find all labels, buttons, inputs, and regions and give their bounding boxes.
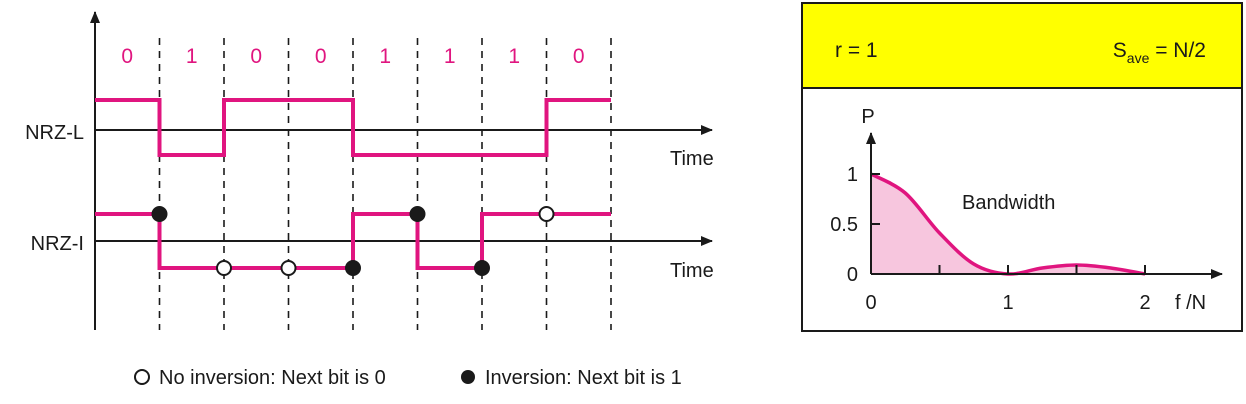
spectrum-area xyxy=(871,174,1145,275)
nrz-l-signal xyxy=(95,98,611,157)
spectrum-panel: r = 1 Save = N/2 0 1 2 0 0.5 1 P f /N Bandwid… xyxy=(801,2,1243,332)
waveform-diagram: 0 1 0 0 1 1 1 0 NRZ-L Time NRZ-I Time xyxy=(25,11,714,330)
no-inversion-marker xyxy=(538,206,555,222)
inversion-marker xyxy=(345,260,361,276)
legend-inversion: Inversion: Next bit is 1 xyxy=(485,367,682,389)
nrz-l-label: NRZ-L xyxy=(25,122,84,144)
nrz-l-time-label: Time xyxy=(670,148,714,170)
average-signal-label: Save = N/2 xyxy=(1113,39,1206,66)
nrz-i-signal xyxy=(95,212,611,270)
power-axis-label: P xyxy=(861,106,874,128)
inversion-marker xyxy=(409,206,426,222)
nrz-i-markers xyxy=(151,206,555,276)
bit-label: 1 xyxy=(444,45,456,68)
bit-label: 1 xyxy=(186,45,198,68)
frequency-axis-label: f /N xyxy=(1175,292,1206,314)
bit-label: 0 xyxy=(573,45,585,68)
bit-dividers xyxy=(158,38,612,330)
x-tick-label: 0 xyxy=(865,292,876,314)
inversion-legend-icon xyxy=(461,370,475,384)
nrz-i-label: NRZ-I xyxy=(31,233,84,255)
nrz-i-time-label: Time xyxy=(670,260,714,282)
rate-label: r = 1 xyxy=(835,39,878,62)
bit-labels: 0 1 0 0 1 1 1 0 xyxy=(121,45,584,68)
spectrum-ticks: 0 1 2 0 0.5 1 xyxy=(830,164,1150,314)
bit-label: 1 xyxy=(379,45,391,68)
legend: No inversion: Next bit is 0 Inversion: N… xyxy=(134,367,682,389)
y-tick-label: 1 xyxy=(847,164,858,186)
inversion-marker xyxy=(151,206,168,222)
bit-label: 0 xyxy=(315,45,327,68)
y-tick-label: 0 xyxy=(847,264,858,286)
bandwidth-label: Bandwidth xyxy=(962,192,1055,214)
no-inversion-legend-icon xyxy=(134,369,150,385)
no-inversion-marker xyxy=(216,260,232,276)
x-tick-label: 2 xyxy=(1139,292,1150,314)
y-tick-label: 0.5 xyxy=(830,214,858,236)
panel-header xyxy=(801,2,1243,89)
bit-label: 1 xyxy=(508,45,520,68)
bit-label: 0 xyxy=(250,45,262,68)
no-inversion-marker xyxy=(280,260,297,276)
legend-no-inversion: No inversion: Next bit is 0 xyxy=(159,367,386,389)
inversion-marker xyxy=(474,260,490,276)
bit-label: 0 xyxy=(121,45,133,68)
x-tick-label: 1 xyxy=(1002,292,1013,314)
